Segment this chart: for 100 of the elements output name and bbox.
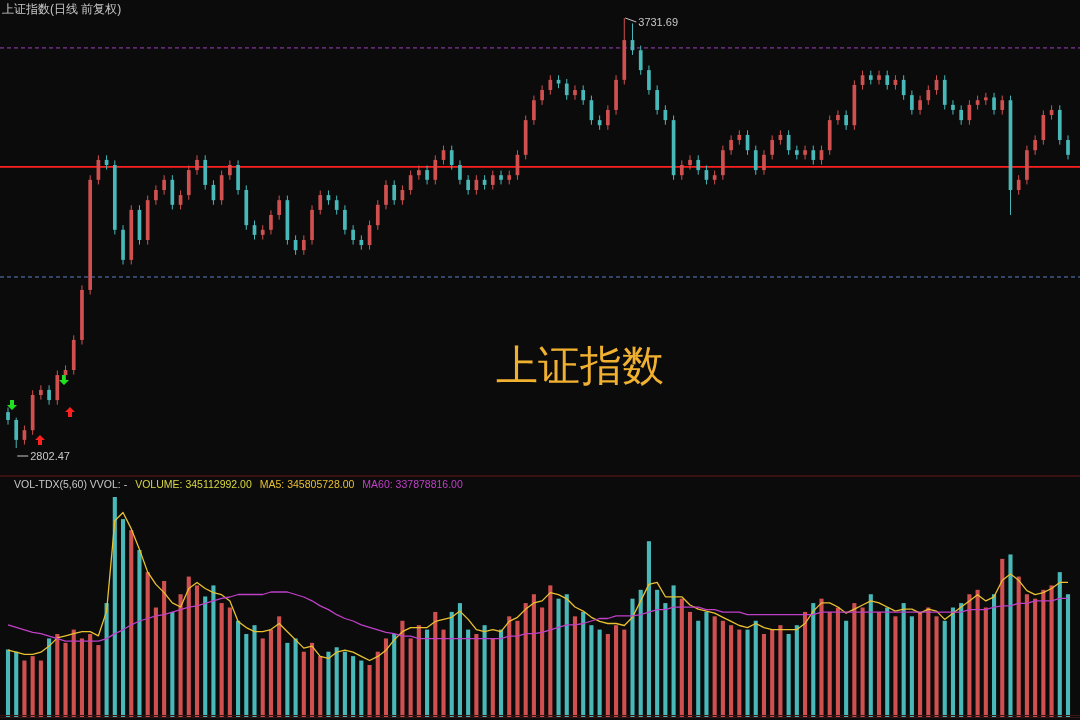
annotation: 上证指数 [496,342,664,389]
bar [975,589,980,718]
bar [655,589,660,718]
bar [696,620,701,718]
bar [38,660,43,718]
bar [605,634,610,718]
bar [844,620,849,718]
bar [745,629,750,718]
bar [589,625,594,718]
bar [457,603,462,718]
bar [367,664,372,718]
bar [868,594,873,718]
bar [277,616,282,718]
text: 2802.47 [30,450,70,462]
bar [400,620,405,718]
bar [498,629,504,718]
bar [778,625,783,718]
bar [876,611,882,718]
bar [572,616,578,718]
bar [712,616,717,718]
bar [819,598,824,718]
bar [5,649,11,718]
bar [392,634,397,718]
bar [162,580,167,718]
bar [203,596,208,718]
bar [548,585,553,718]
bar [359,660,364,718]
bar [753,620,758,718]
bar [729,625,734,718]
bar [449,611,454,718]
bar [507,616,512,718]
bar [671,585,676,718]
bar [687,611,693,718]
bar [540,607,545,718]
bar [720,620,725,718]
bar [186,576,191,718]
bar [991,594,997,718]
bar [153,607,158,718]
bar [219,603,224,718]
bar [490,638,495,718]
bar [1000,558,1005,718]
bar [770,629,775,718]
bar [663,603,668,718]
bar [137,550,142,718]
bar [301,651,306,718]
bar [630,598,635,718]
bar [835,607,840,718]
text: MA60: 337878816.00 [362,478,463,490]
bar [918,611,923,718]
bar [244,634,249,718]
bar [983,607,988,718]
bar [268,629,273,718]
bar [408,638,413,718]
bar [22,660,27,718]
bar [145,572,150,718]
bar [170,611,175,718]
bar [375,651,380,718]
bar [646,541,651,718]
bar [383,638,389,718]
bar [1041,589,1046,718]
bar [104,603,109,718]
bar [227,607,232,718]
bar [950,607,956,718]
bar [885,607,890,718]
bar [285,642,290,718]
bar [211,585,216,718]
bar [1016,576,1021,718]
bar [326,651,331,718]
bar [786,634,791,718]
bar [761,634,767,718]
bar [178,594,183,718]
bar [252,625,257,718]
bar [351,656,356,718]
bar [433,611,438,718]
bar [120,519,126,718]
bar [1033,598,1038,718]
bar [1024,594,1029,718]
bar [47,638,52,718]
bar [803,611,808,718]
bar [342,651,347,718]
bar [71,629,76,718]
bar [638,589,643,718]
bar [88,634,93,718]
bar [959,603,964,718]
bar [811,603,816,718]
bar [679,598,684,718]
bar [901,603,906,718]
chart-title: 上证指数(日线 前复权) [2,2,122,16]
bar [63,642,68,718]
bar [622,629,627,718]
bar [942,620,947,718]
bar [515,620,520,718]
bar [260,638,265,718]
bar [1049,585,1054,718]
bar [860,607,865,718]
bar [96,645,101,718]
bar [416,625,421,718]
series-label: VOLUME: 345112992.00 [135,478,252,490]
bar [1057,572,1062,718]
annotation: 3731.69 [638,16,679,28]
